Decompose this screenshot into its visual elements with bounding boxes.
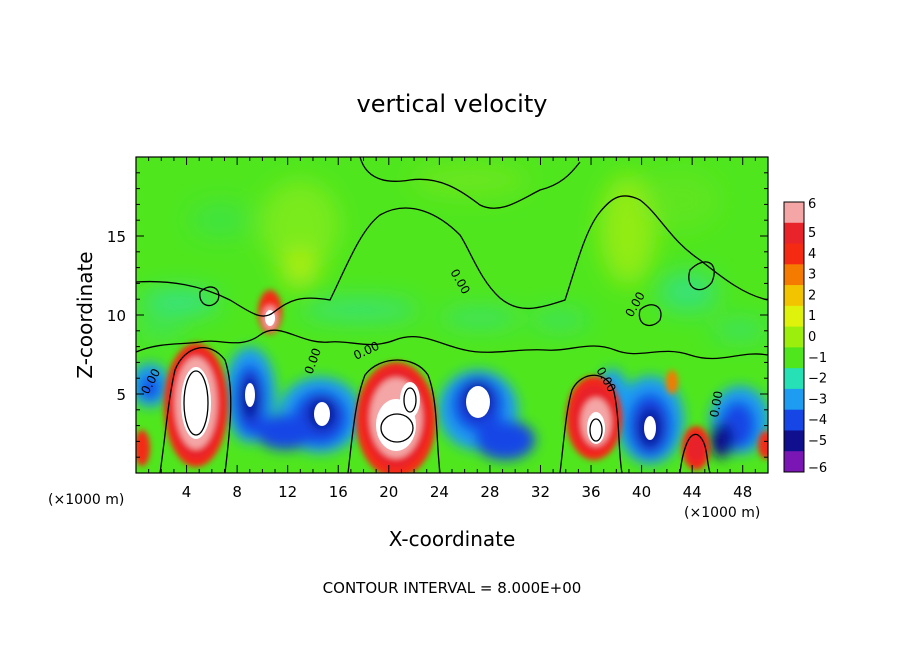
x-tick-label: 40	[632, 483, 651, 501]
colorbar-label: 0	[808, 330, 816, 345]
x-unit-label-right: (×1000 m)	[684, 505, 760, 521]
x-tick-label: 36	[581, 483, 600, 501]
colorbar-swatch	[784, 305, 804, 328]
heatmap-field: 0.00 0.00 0.00 0.00 0.00 0.00 0.00	[136, 157, 768, 473]
y-axis-ticks: 5 10 15	[107, 156, 768, 474]
chart-title: vertical velocity	[357, 90, 548, 118]
colorbar-label: 4	[808, 247, 816, 262]
colorbar-label: 5	[808, 226, 816, 241]
colorbar-swatch	[784, 326, 804, 348]
y-axis-title: Z-coordinate	[73, 251, 97, 378]
colorbar-frame	[783, 201, 805, 473]
contour-lines	[136, 157, 768, 473]
zero-contour-upper	[136, 195, 768, 317]
colorbar-label: −6	[808, 461, 827, 476]
colorbar-label: 2	[808, 288, 816, 303]
downdraft-regions	[136, 347, 768, 464]
zero-contour-lower-4	[679, 433, 711, 473]
colorbar-swatch	[784, 243, 804, 265]
colorbar-swatch	[784, 388, 804, 411]
contour-label: 0.00	[707, 390, 725, 419]
colorbar: 6 5 4 3 2 1 0 −1 −2 −3 −4 −5 −6	[783, 197, 827, 476]
zero-contour-small-3	[638, 304, 662, 327]
colorbar-label: −2	[808, 372, 827, 387]
x-tick-label: 28	[480, 483, 499, 501]
colorbar-swatch	[784, 430, 804, 452]
x-tick-label: 16	[329, 483, 348, 501]
colorbar-label: 6	[808, 197, 816, 212]
zero-contour-top	[359, 157, 581, 209]
y-tick-label: 10	[107, 307, 126, 325]
colorbar-swatch	[784, 347, 804, 369]
zero-contour-small-2	[688, 261, 715, 291]
updraft-contour-1	[183, 370, 209, 436]
colorbar-swatch	[784, 451, 804, 473]
colorbar-swatch	[784, 222, 804, 245]
colorbar-label: −5	[808, 434, 827, 449]
contour-interval-note: CONTOUR INTERVAL = 8.000E+00	[323, 579, 582, 597]
colorbar-swatch	[784, 264, 804, 286]
zero-contour-lower-2	[347, 359, 441, 473]
upper-level-variations	[190, 162, 720, 290]
colorbar-swatch	[784, 409, 804, 431]
updraft-contour-4	[403, 387, 417, 413]
y-tick-label: 15	[107, 228, 126, 246]
y-tick-label: 5	[116, 386, 126, 404]
x-tick-label: 24	[430, 483, 449, 501]
white-cores	[181, 310, 656, 451]
colorbar-label: −4	[808, 413, 827, 428]
x-tick-label: 8	[232, 483, 242, 501]
zero-contour-lower-1	[159, 347, 232, 473]
x-tick-label: 20	[379, 483, 398, 501]
colorbar-swatch	[784, 368, 804, 390]
colorbar-label: −3	[808, 392, 827, 407]
x-axis-title: X-coordinate	[389, 527, 516, 551]
x-unit-label-left: (×1000 m)	[48, 492, 124, 508]
x-tick-label: 4	[182, 483, 192, 501]
zero-contour-band	[136, 329, 768, 360]
colorbar-label: 3	[808, 268, 816, 283]
zero-contour-small-1	[199, 286, 220, 307]
colorbar-label: 1	[808, 309, 816, 324]
x-tick-label: 12	[278, 483, 297, 501]
colorbar-swatch	[784, 202, 804, 224]
x-tick-label: 44	[683, 483, 702, 501]
x-tick-label: 48	[733, 483, 752, 501]
colorbar-swatch	[784, 285, 804, 307]
updraft-contour-2	[380, 413, 414, 443]
updraft-contour-3	[589, 418, 603, 442]
colorbar-label: −1	[808, 351, 827, 366]
zero-contour-lower-3	[559, 374, 623, 473]
x-axis-ticks: 4 8 12 16 20 24 28 32 36 40 44 48	[135, 157, 769, 501]
x-tick-label: 32	[531, 483, 550, 501]
